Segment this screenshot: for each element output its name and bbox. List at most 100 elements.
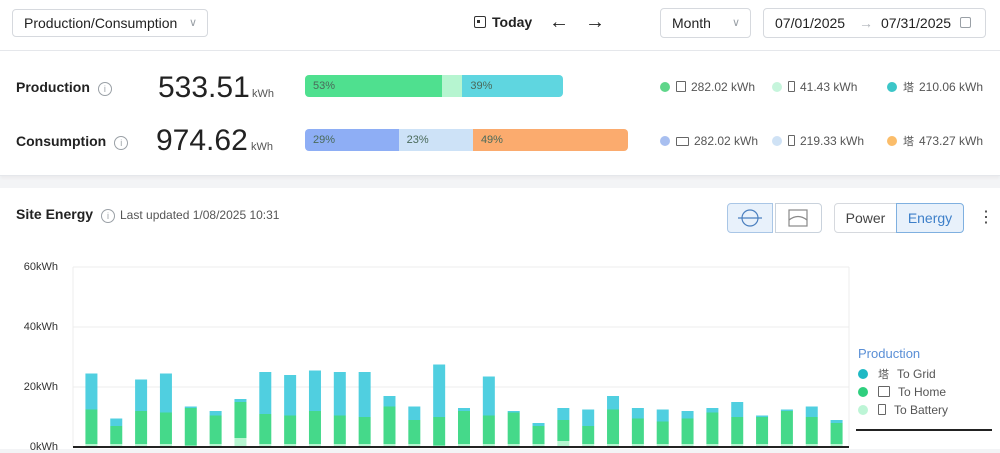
bar-to-grid	[383, 396, 396, 407]
bar-to-battery	[383, 444, 396, 447]
bar-to-grid	[557, 408, 570, 420]
legend-divider	[856, 429, 992, 431]
chart-legend-title: Production	[858, 346, 921, 361]
legend-dot	[887, 82, 897, 92]
bar-to-battery	[731, 444, 744, 447]
bar-to-grid	[259, 372, 272, 414]
bar-to-home	[433, 417, 446, 446]
energy-toggle[interactable]: Energy	[896, 203, 964, 233]
site-energy-chart	[72, 266, 850, 448]
bar-to-battery	[532, 444, 545, 447]
consumption-segment: 23%	[398, 129, 473, 151]
bar-to-grid	[333, 372, 346, 416]
date-range-picker[interactable]: 07/01/2025 → 07/31/2025	[763, 8, 986, 38]
bar-to-grid	[358, 372, 371, 417]
production-legend-battery: 41.43 kWh	[772, 80, 857, 94]
bar-to-battery	[234, 438, 247, 447]
legend-to-battery[interactable]: To Battery	[858, 403, 948, 417]
bar-to-home	[507, 412, 520, 444]
bar-to-home	[383, 406, 396, 444]
bar-to-battery	[358, 444, 371, 447]
home-icon	[676, 81, 686, 92]
legend-to-home[interactable]: To Home	[858, 385, 946, 399]
calendar-icon	[960, 17, 971, 28]
bar-to-home	[582, 426, 595, 444]
bar-to-battery	[458, 444, 470, 447]
info-icon[interactable]: i	[114, 136, 129, 150]
bar-to-battery	[308, 444, 321, 447]
arrow-right-icon: →	[585, 11, 605, 33]
period-selector-label: Month	[672, 15, 711, 31]
legend-dot	[858, 387, 868, 397]
grid-tower-icon: 塔	[903, 82, 914, 94]
bar-to-battery	[159, 444, 172, 447]
production-breakdown-bar: 53% 39%	[305, 75, 563, 97]
production-segment: 53%	[305, 75, 442, 97]
bar-to-battery	[259, 444, 272, 447]
bar-to-home	[830, 423, 843, 444]
end-date[interactable]: 07/31/2025	[881, 15, 952, 31]
bar-to-home	[681, 418, 694, 444]
bar-to-battery	[780, 444, 793, 447]
bar-to-home	[408, 420, 421, 444]
chart-view-area-button[interactable]	[775, 203, 822, 233]
bar-to-grid	[607, 396, 620, 410]
bar-to-grid	[706, 408, 719, 413]
consumption-label: Consumption	[16, 133, 107, 149]
bar-to-home	[184, 408, 197, 446]
site-energy-title: Site Energy i	[16, 206, 116, 223]
consumption-legend-battery: 219.33 kWh	[772, 134, 864, 148]
battery-icon	[878, 404, 886, 415]
bar-to-grid	[284, 375, 297, 416]
production-label: Production	[16, 79, 90, 95]
bar-to-home	[656, 421, 669, 444]
today-label: Today	[492, 14, 533, 30]
bar-to-grid	[458, 408, 470, 411]
bar-to-grid	[482, 376, 495, 416]
consumption-unit: kWh	[251, 141, 273, 153]
production-grid-value: 210.06 kWh	[919, 80, 984, 94]
bar-to-grid	[805, 406, 818, 417]
today-button[interactable]: Today	[474, 14, 532, 30]
last-updated: Last updated 1/08/2025 10:31	[120, 208, 280, 222]
bar-to-battery	[209, 444, 222, 447]
calendar-icon	[474, 16, 486, 28]
legend-label: To Battery	[894, 403, 949, 417]
bar-to-home	[706, 412, 719, 444]
legend-label: To Grid	[897, 367, 936, 381]
bar-to-battery	[706, 444, 719, 447]
previous-period-button[interactable]: ←	[549, 10, 569, 34]
bar-to-grid	[110, 418, 123, 426]
bar-to-home	[333, 415, 346, 444]
bar-to-grid	[159, 373, 172, 413]
production-home-value: 282.02 kWh	[691, 80, 756, 94]
bar-to-grid	[507, 411, 520, 413]
bar-to-battery	[408, 444, 421, 447]
bar-to-grid	[308, 370, 321, 411]
bar-to-battery	[507, 444, 520, 447]
home-icon	[878, 386, 890, 397]
consumption-total: 974.62	[156, 124, 248, 157]
bar-to-grid	[631, 408, 644, 419]
bar-to-battery	[85, 444, 98, 447]
info-icon[interactable]: i	[97, 82, 112, 96]
legend-dot	[858, 405, 868, 415]
start-date[interactable]: 07/01/2025	[775, 15, 846, 31]
bar-to-home	[607, 409, 620, 444]
next-period-button[interactable]: →	[585, 10, 605, 34]
chevron-down-icon: ∨	[731, 17, 740, 29]
view-selector-dropdown[interactable]: Production/Consumption ∨	[12, 9, 208, 37]
consumption-battery-value: 219.33 kWh	[800, 134, 865, 148]
legend-to-grid[interactable]: 塔 To Grid	[858, 367, 936, 382]
bar-to-home	[159, 412, 172, 444]
chart-view-energy-flow-button[interactable]	[727, 203, 773, 233]
grid-tower-icon: 塔	[903, 136, 914, 148]
consumption-legend-grid: 塔 473.27 kWh	[887, 134, 983, 149]
info-icon[interactable]: i	[101, 209, 116, 223]
bar-to-home	[805, 417, 818, 444]
period-selector-dropdown[interactable]: Month ∨	[660, 8, 751, 38]
consumption-segment: 29%	[305, 129, 399, 151]
legend-dot	[772, 136, 782, 146]
production-segment: 39%	[462, 75, 563, 97]
bar-to-home	[631, 418, 644, 444]
